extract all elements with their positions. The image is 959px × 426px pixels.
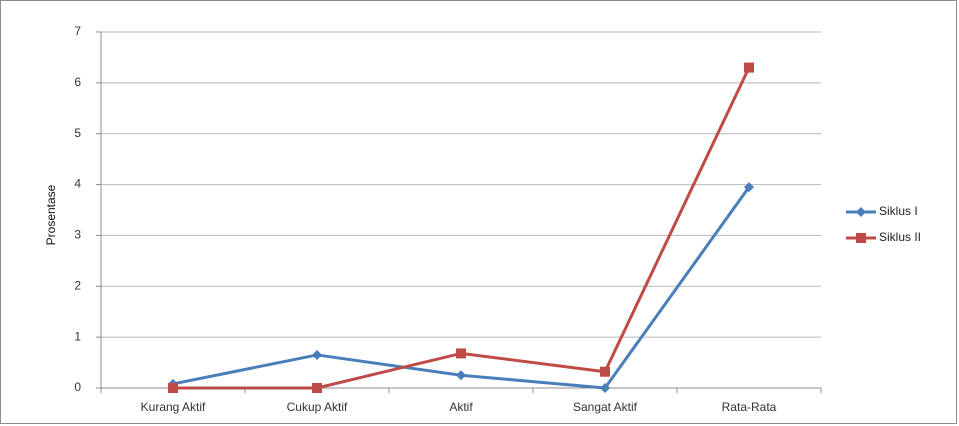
x-axis-ticks: Kurang Aktif Cukup Aktif Aktif Sangat Aktif…	[100, 388, 822, 414]
legend-marker	[856, 233, 866, 243]
legend: Siklus I Siklus II	[846, 204, 921, 244]
x-tick-label: Aktif	[449, 400, 473, 414]
y-tick-label: 6	[74, 75, 81, 89]
data-point	[600, 383, 610, 393]
series-2	[168, 62, 754, 393]
y-tick-label: 1	[74, 329, 81, 343]
data-point	[744, 62, 754, 73]
data-point	[456, 370, 466, 381]
series-line	[173, 66, 751, 390]
legend-item: Siklus II	[846, 230, 921, 244]
data-point	[168, 383, 178, 393]
x-tick-label: Kurang Aktif	[141, 400, 206, 414]
y-tick-label: 4	[74, 177, 81, 191]
x-tick-label: Rata-Rata	[722, 400, 777, 414]
legend-marker	[856, 207, 866, 217]
y-tick-label: 3	[74, 228, 81, 242]
series-lines	[168, 62, 754, 393]
data-point	[456, 348, 466, 359]
data-point	[312, 383, 322, 393]
y-tick-label: 7	[74, 24, 81, 38]
y-axis-ticks: 0 1 2 3 4 5 6 7	[74, 24, 101, 394]
legend-label: Siklus I	[879, 204, 918, 218]
data-point	[312, 349, 322, 360]
data-point	[600, 366, 610, 377]
y-tick-label: 0	[74, 380, 81, 394]
y-tick-label: 2	[74, 278, 81, 292]
series-1	[168, 182, 754, 393]
x-tick-label: Sangat Aktif	[573, 400, 638, 414]
gridlines	[100, 31, 821, 389]
x-tick-label: Cukup Aktif	[287, 400, 348, 414]
legend-item: Siklus I	[846, 204, 918, 218]
data-point	[744, 182, 754, 193]
y-tick-label: 5	[74, 126, 81, 140]
y-axis-label: Prosentase	[44, 184, 58, 245]
legend-label: Siklus II	[879, 230, 921, 244]
